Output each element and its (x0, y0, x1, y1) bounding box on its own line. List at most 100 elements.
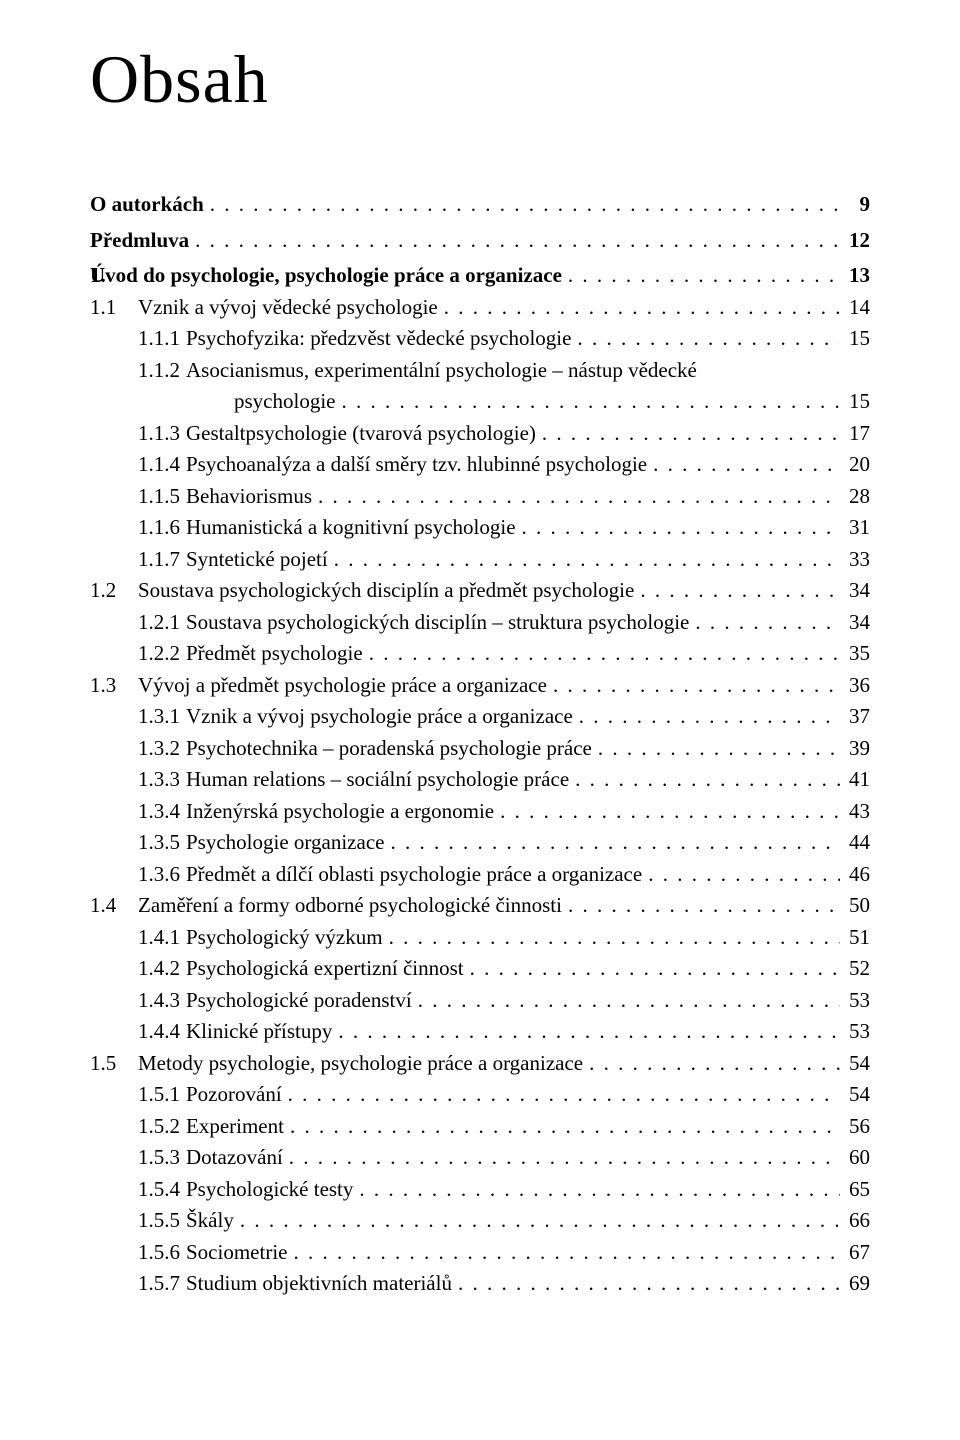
toc-leader-dots (338, 1016, 840, 1048)
toc-entry: 1.2.1Soustava psychologických disciplín … (90, 607, 870, 639)
toc-entry-label: Předmluva (90, 225, 195, 257)
toc-entry-page: 17 (840, 418, 870, 450)
toc-leader-dots (589, 1048, 840, 1080)
toc-leader-dots (568, 890, 840, 922)
toc-entry-label: Předmět a dílčí oblasti psychologie prác… (186, 859, 648, 891)
toc-entry-label: Zaměření a formy odborné psychologické č… (138, 890, 568, 922)
toc-entry: 1.3.1Vznik a vývoj psychologie práce a o… (90, 701, 870, 733)
toc-entry: 1.3.6Předmět a dílčí oblasti psychologie… (90, 859, 870, 891)
toc-entry-label: Vznik a vývoj psychologie práce a organi… (186, 701, 579, 733)
toc-entry-label: Studium objektivních materiálů (186, 1268, 458, 1300)
toc-entry-label: Asocianismus, experimentální psychologie… (186, 355, 703, 387)
toc-entry-number: 1.1.6 (138, 512, 186, 544)
toc-entry-label: Syntetické pojetí (186, 544, 334, 576)
toc-entry-page: 20 (840, 449, 870, 481)
toc-entry-label: Gestaltpsychologie (tvarová psychologie) (186, 418, 542, 450)
toc-entry-number: 1.1.7 (138, 544, 186, 576)
toc-leader-dots (318, 481, 840, 513)
toc-leader-dots (444, 292, 840, 324)
toc-entry: 1.1.3Gestaltpsychologie (tvarová psychol… (90, 418, 870, 450)
toc-entry-number: 1.1.1 (138, 323, 186, 355)
toc-leader-dots (389, 922, 840, 954)
toc-entry: 1.Úvod do psychologie, psychologie práce… (90, 260, 870, 292)
toc-entry-page: 31 (840, 512, 870, 544)
toc-leader-dots (575, 764, 840, 796)
toc-entry-number: 1.3.4 (138, 796, 186, 828)
toc-entry-label: Vývoj a předmět psychologie práce a orga… (138, 670, 553, 702)
toc-entry: 1.3.4Inženýrská psychologie a ergonomie4… (90, 796, 870, 828)
toc-entry-number: 1.2 (90, 575, 138, 607)
toc-leader-dots (577, 323, 840, 355)
toc-entry-number: 1.3.2 (138, 733, 186, 765)
toc-entry-page: 14 (840, 292, 870, 324)
toc-entry: 1.3.2Psychotechnika – poradenská psychol… (90, 733, 870, 765)
toc-entry-label: Psychoanalýza a další směry tzv. hlubinn… (186, 449, 653, 481)
toc-entry-page: 53 (840, 1016, 870, 1048)
toc-entry: 1.4Zaměření a formy odborné psychologick… (90, 890, 870, 922)
toc-entry-number: 1.1.2 (138, 355, 186, 387)
toc-entry-number: 1.1.5 (138, 481, 186, 513)
toc-entry-page: 36 (840, 670, 870, 702)
toc-entry-number: 1.5.2 (138, 1111, 186, 1143)
toc-entry-page: 12 (840, 225, 870, 257)
toc-entry-page: 69 (840, 1268, 870, 1300)
toc-entry-label: Metody psychologie, psychologie práce a … (138, 1048, 589, 1080)
toc-entry: 1.1.6Humanistická a kognitivní psycholog… (90, 512, 870, 544)
toc-entry: 1.4.1Psychologický výzkum51 (90, 922, 870, 954)
toc-entry-page: 51 (840, 922, 870, 954)
toc-entry-page: 46 (840, 859, 870, 891)
toc-leader-dots (359, 1174, 840, 1206)
toc-entry: 1.1.5Behaviorismus28 (90, 481, 870, 513)
toc-entry-page: 33 (840, 544, 870, 576)
toc-entry: Předmluva 12 (90, 225, 870, 257)
toc-leader-dots (334, 544, 840, 576)
toc-entry: 1.5.2Experiment56 (90, 1111, 870, 1143)
toc-entry-page: 9 (840, 189, 870, 221)
toc-entry: 1.5.1Pozorování54 (90, 1079, 870, 1111)
toc-entry-label: Inženýrská psychologie a ergonomie (186, 796, 500, 828)
toc-leader-dots (458, 1268, 840, 1300)
toc-entry: 1.3.3Human relations – sociální psycholo… (90, 764, 870, 796)
toc-entry: 1.2Soustava psychologických disciplín a … (90, 575, 870, 607)
toc-entry-label: Pozorování (186, 1079, 288, 1111)
toc-entry-number: 1.5.7 (138, 1268, 186, 1300)
toc-entry: 1.3.5Psychologie organizace44 (90, 827, 870, 859)
toc-entry-number: 1.3.6 (138, 859, 186, 891)
toc-entry-number: 1.4 (90, 890, 138, 922)
toc-entry-label: psychologie (186, 386, 341, 418)
toc-entry: 1.5Metody psychologie, psychologie práce… (90, 1048, 870, 1080)
toc-entry-number: 1.2.2 (138, 638, 186, 670)
toc-entry-page: 34 (840, 607, 870, 639)
toc-entry-number: 1.5 (90, 1048, 138, 1080)
toc-entry-number: 1.4.4 (138, 1016, 186, 1048)
toc-entry-label: Soustava psychologických disciplín a pře… (138, 575, 640, 607)
page-title: Obsah (90, 40, 870, 119)
toc-leader-dots (341, 386, 840, 418)
toc-entry-page: 34 (840, 575, 870, 607)
toc-entry-label: Psychofyzika: předzvěst vědecké psycholo… (186, 323, 577, 355)
toc-leader-dots (195, 225, 840, 257)
toc-entry: 1.1.2Asocianismus, experimentální psycho… (90, 355, 870, 387)
toc-entry-page: 37 (840, 701, 870, 733)
toc-entry-number: 1.5.4 (138, 1174, 186, 1206)
toc-entry-label: Psychologická expertizní činnost (186, 953, 470, 985)
toc-leader-dots (648, 859, 840, 891)
table-of-contents: O autorkách9Předmluva121.Úvod do psychol… (90, 189, 870, 1300)
toc-leader-dots (289, 1142, 840, 1174)
toc-entry-page: 60 (840, 1142, 870, 1174)
toc-entry: 1.5.3Dotazování60 (90, 1142, 870, 1174)
toc-leader-dots (500, 796, 840, 828)
toc-entry-number: 1.5.1 (138, 1079, 186, 1111)
toc-entry-number: 1.1 (90, 292, 138, 324)
toc-leader-dots (598, 733, 840, 765)
toc-entry: 1.5.7Studium objektivních materiálů 69 (90, 1268, 870, 1300)
toc-entry-page: 41 (840, 764, 870, 796)
toc-entry-label: Soustava psychologických disciplín – str… (186, 607, 695, 639)
toc-entry-number: 1.1.4 (138, 449, 186, 481)
toc-leader-dots (369, 638, 840, 670)
toc-entry: 1.4.4Klinické přístupy53 (90, 1016, 870, 1048)
toc-entry-page: 28 (840, 481, 870, 513)
toc-entry-page: 65 (840, 1174, 870, 1206)
toc-leader-dots (240, 1205, 840, 1237)
toc-leader-dots (522, 512, 840, 544)
